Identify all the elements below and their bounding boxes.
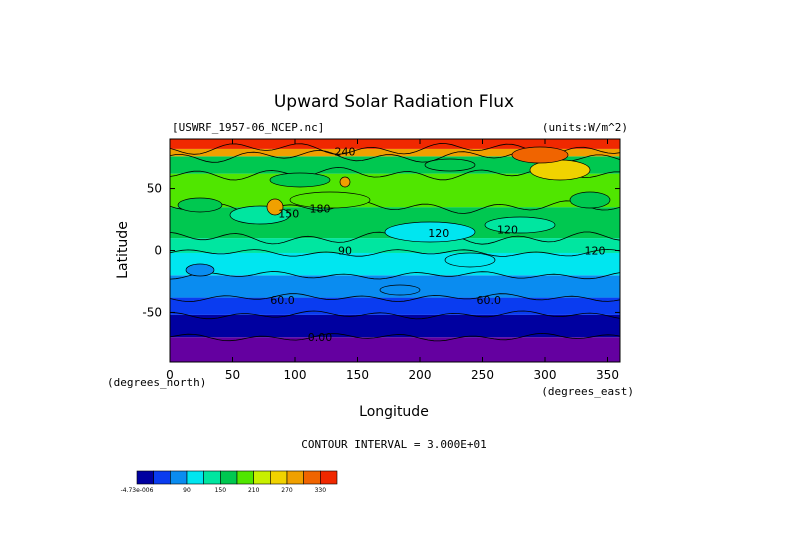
field-patch-6 [511, 146, 569, 164]
field-patch-10 [379, 284, 421, 296]
colorbar-swatch-10 [303, 470, 321, 485]
contour-label-3: 120 [428, 227, 449, 240]
lat-band-0 [170, 337, 620, 362]
colorbar-swatch-9 [286, 470, 304, 485]
chart-title: Upward Solar Radiation Flux [274, 92, 514, 112]
x-tick-label-0: 0 [166, 368, 174, 382]
x-unit-label: (degrees_east) [541, 385, 634, 398]
contour-line-1 [169, 310, 621, 320]
colorbar-label-3: 210 [248, 487, 260, 494]
contour-label-4: 120 [497, 223, 518, 236]
colorbar-label-4: 270 [281, 487, 293, 494]
plot-area [169, 138, 621, 363]
colorbar-swatch-4 [203, 470, 221, 485]
contour-labels: 240 180 150 120 120 120 90 60.0 60.0 0.00 [270, 145, 605, 344]
contour-label-8: 60.0 [477, 294, 502, 307]
lat-band-4 [170, 252, 620, 276]
y-tick-label-50: 50 [147, 182, 162, 196]
colorbar-swatch-5 [220, 470, 238, 485]
field-patch-0 [177, 197, 223, 213]
contour-label-6: 90 [338, 245, 352, 258]
colorbar-swatch-3 [186, 470, 204, 485]
contour-label-9: 0.00 [308, 331, 333, 344]
x-axis: 0 50 100 150 200 250 300 350 [166, 139, 619, 382]
colorbar-swatch-0 [136, 470, 154, 485]
colorbar-swatch-11 [320, 470, 338, 485]
y-axis-label: Latitude [115, 221, 131, 279]
y-tick-label-0: 0 [154, 244, 162, 258]
units-label: (units:W/m^2) [542, 121, 628, 134]
contour-label-0: 240 [335, 145, 356, 158]
contour-line-0 [169, 332, 621, 342]
x-tick-label-100: 100 [284, 368, 307, 382]
field-patches [177, 146, 611, 296]
field-patch-7 [266, 198, 284, 216]
lat-band-1 [170, 314, 620, 338]
x-tick-label-250: 250 [471, 368, 494, 382]
x-axis-label: Longitude [359, 404, 429, 420]
colorbar-swatch-8 [270, 470, 288, 485]
x-tick-label-350: 350 [596, 368, 619, 382]
field-patch-2 [289, 191, 371, 209]
y-tick-label--50: -50 [142, 305, 162, 319]
field-patch-11 [444, 252, 496, 268]
colorbar-label-2: 150 [215, 487, 227, 494]
x-tick-label-50: 50 [225, 368, 240, 382]
field-patch-14 [569, 191, 611, 209]
contour-label-1: 180 [310, 202, 331, 215]
y-unit-label: (degrees_north) [107, 376, 206, 389]
contour-line-2 [169, 293, 621, 303]
colorbar-label-0: -4.73e-006 [121, 487, 154, 494]
lat-band-2 [170, 297, 620, 315]
dataset-label: [USWRF_1957-06_NCEP.nc] [172, 121, 324, 134]
contour-interval-label: CONTOUR INTERVAL = 3.000E+01 [301, 438, 486, 451]
colorbar-label-5: 330 [315, 487, 327, 494]
y-axis: -50 0 50 [142, 182, 620, 319]
field-patch-13 [424, 158, 476, 172]
colorbar-swatch-1 [153, 470, 171, 485]
colorbar: -4.73e-006 90 150 210 270 330 [121, 470, 338, 494]
colorbar-swatch-6 [236, 470, 254, 485]
lat-band-7 [170, 173, 620, 208]
contour-line-3 [169, 271, 621, 280]
colorbar-swatch-2 [170, 470, 188, 485]
contour-line-4 [169, 248, 621, 257]
field-patch-9 [185, 263, 215, 277]
contour-label-2: 150 [278, 207, 299, 220]
lat-band-5 [170, 238, 620, 253]
contour-label-7: 60.0 [270, 294, 295, 307]
field-patch-8 [339, 176, 351, 188]
field-patch-12 [269, 172, 331, 188]
x-tick-label-150: 150 [346, 368, 369, 382]
lat-band-10 [170, 139, 620, 149]
colorbar-swatch-7 [253, 470, 271, 485]
lat-band-8 [170, 156, 620, 174]
x-tick-label-300: 300 [534, 368, 557, 382]
colorbar-label-1: 90 [183, 487, 191, 494]
x-tick-label-200: 200 [409, 368, 432, 382]
field-patch-3 [384, 221, 476, 243]
contour-label-5: 120 [585, 245, 606, 258]
field-patch-4 [484, 216, 556, 234]
